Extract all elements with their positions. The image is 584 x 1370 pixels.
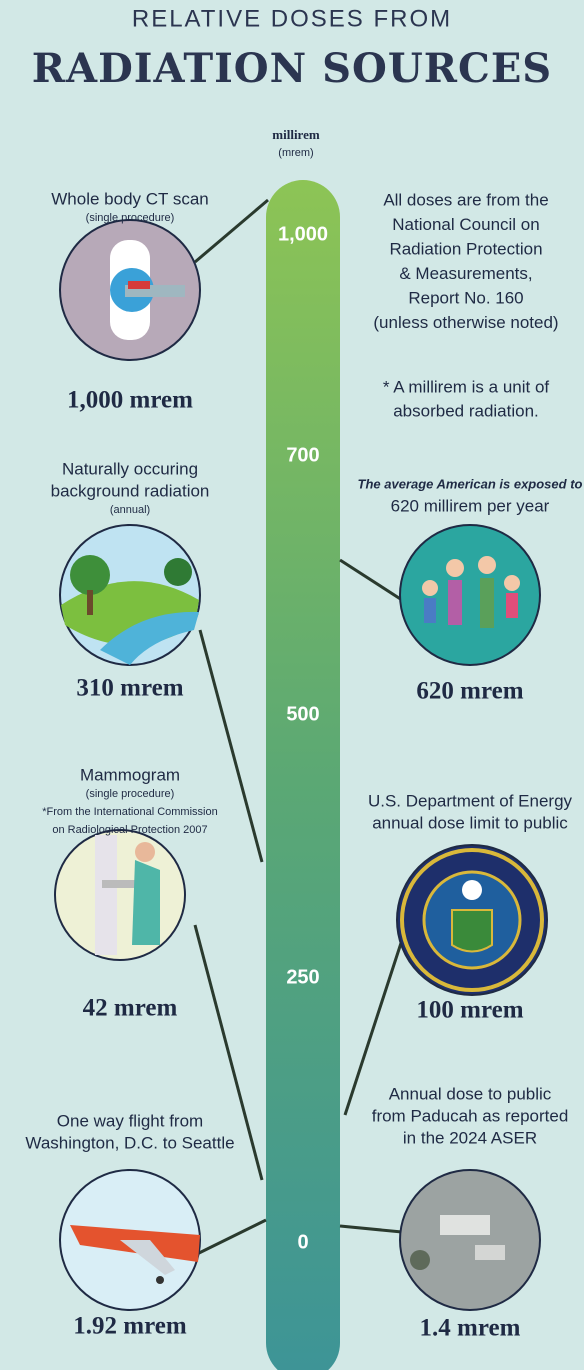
landscape-illustration [60,525,200,665]
source-note: (unless otherwise noted) [373,313,558,332]
source-sublabel: (single procedure) [86,212,175,224]
infographic: RELATIVE DOSES FROM RADIATION SOURCES mill… [0,0,584,1370]
source-label: from Paducah as reported [372,1106,569,1125]
source-label: Mammogram [80,765,180,784]
source-note: All doses are from the [383,190,548,209]
definition-note: absorbed radiation. [393,401,539,420]
source-note: Radiation Protection [389,239,542,258]
header-subtitle: RELATIVE DOSES FROM [132,5,452,32]
scale-unit: millirem [272,127,320,142]
scale-tick-label: 0 [297,1231,308,1253]
source-sublabel: *From the International Commission [42,806,217,818]
source-note: Report No. 160 [408,288,523,307]
source-label: Washington, D.C. to Seattle [25,1133,234,1152]
source-label: Whole body CT scan [51,189,208,208]
source-label: U.S. Department of Energy [368,791,573,810]
source-dose: 100 mrem [416,997,523,1024]
scale-unit-abbr: (mrem) [278,147,313,159]
scale-tick-label: 1,000 [278,223,328,245]
source-sublabel: (single procedure) [86,788,175,800]
source-label: annual dose limit to public [372,813,568,832]
scale-bar [266,180,340,1370]
source-label: in the 2024 ASER [403,1128,537,1147]
source-note: National Council on [392,215,539,234]
source-dose: 1,000 mrem [67,387,193,414]
family-illustration [400,525,540,665]
source-dose: 1.4 mrem [420,1315,521,1342]
source-dose: 1.92 mrem [73,1313,187,1340]
aerial-illustration [400,1170,540,1310]
definition-note: * A millirem is a unit of [383,377,550,396]
source-dose: 42 mrem [83,995,178,1022]
ct-illustration [60,220,200,360]
source-label: Naturally occuring [62,459,198,478]
scale-tick-label: 500 [286,703,319,725]
source-label: background radiation [51,481,210,500]
source-sublabel: (annual) [110,504,150,516]
scale-tick-label: 250 [286,966,319,988]
mammogram-illustration [55,830,185,960]
header-title: RADIATION SOURCES [32,45,552,92]
source-note: & Measurements, [399,264,532,283]
source-dose: 620 mrem [416,678,523,705]
source-label: 620 millirem per year [391,496,550,515]
source-label: Annual dose to public [389,1084,552,1103]
source-label: The average American is exposed to [358,476,583,491]
scale-tick-label: 700 [286,444,319,466]
source-sublabel: on Radiological Protection 2007 [52,824,207,836]
source-label: One way flight from [57,1111,203,1130]
doe-seal [397,845,547,995]
source-dose: 310 mrem [76,675,183,702]
airplane-illustration [60,1170,200,1310]
